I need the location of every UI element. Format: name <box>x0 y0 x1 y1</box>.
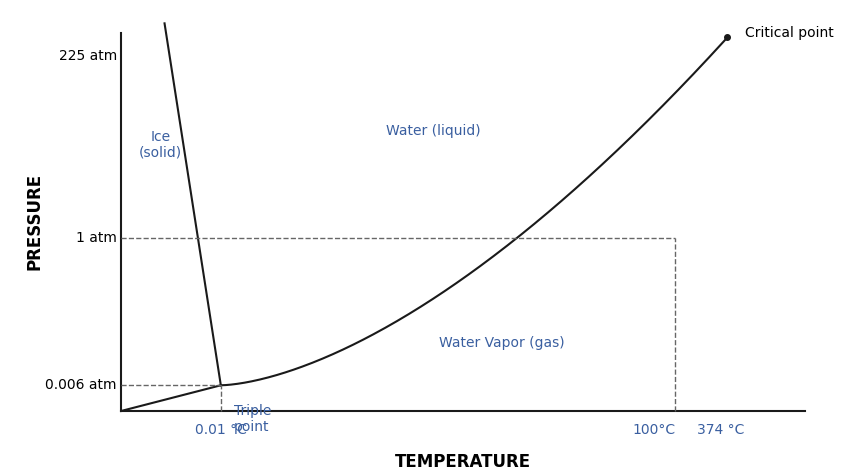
Text: 374 °C: 374 °C <box>697 423 745 437</box>
Text: Critical point: Critical point <box>745 26 833 40</box>
Text: Triple
point: Triple point <box>234 404 271 434</box>
Text: 1 atm: 1 atm <box>76 231 117 245</box>
Text: Water (liquid): Water (liquid) <box>385 124 481 138</box>
Text: Ice
(solid): Ice (solid) <box>139 130 182 160</box>
Text: Water Vapor (gas): Water Vapor (gas) <box>439 336 565 350</box>
Text: PRESSURE: PRESSURE <box>26 173 43 270</box>
Text: 225 atm: 225 atm <box>59 49 117 63</box>
Text: 0.006 atm: 0.006 atm <box>45 378 117 392</box>
Text: 100°C: 100°C <box>632 423 675 437</box>
Text: TEMPERATURE: TEMPERATURE <box>395 453 532 467</box>
Text: 0.01 °C: 0.01 °C <box>195 423 247 437</box>
